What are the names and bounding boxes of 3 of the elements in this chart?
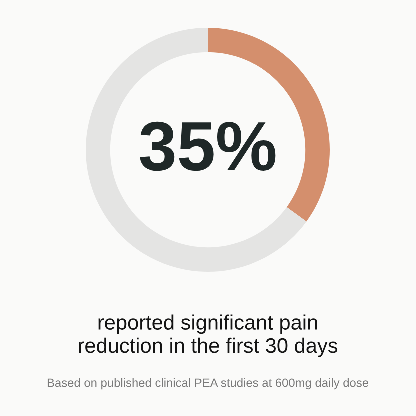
data-label: 35% [140, 122, 276, 172]
text: reported significant pain reduction in the first 30 days [79, 314, 338, 358]
text: Based on published clinical PEA studies at 600mg daily dose [48, 378, 368, 390]
